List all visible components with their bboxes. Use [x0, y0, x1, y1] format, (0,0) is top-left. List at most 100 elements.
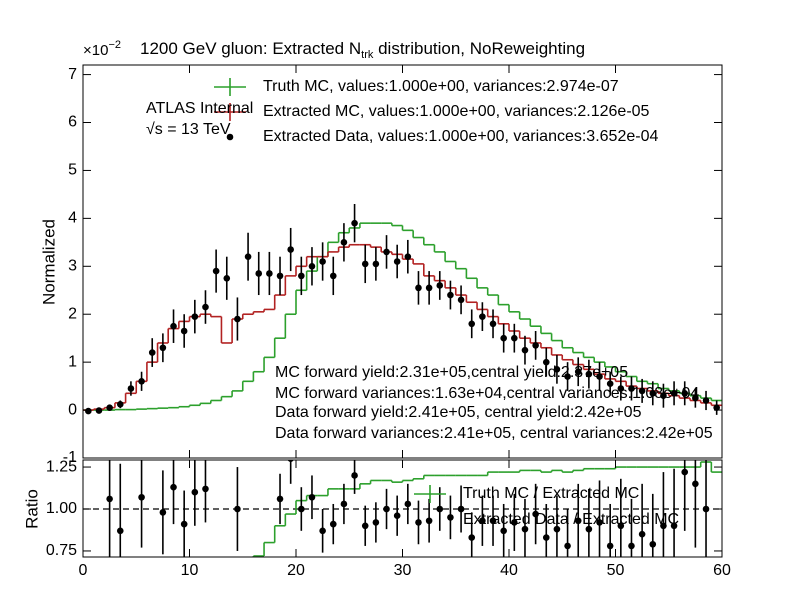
data-point	[479, 313, 486, 320]
annotation: ATLAS Internal	[146, 100, 253, 117]
data-point	[681, 468, 689, 476]
y-tick-label: 3	[68, 258, 77, 275]
data-point	[436, 505, 444, 513]
data-point	[457, 505, 465, 513]
data-point	[606, 542, 614, 550]
data-point	[276, 272, 284, 280]
data-point	[319, 258, 326, 265]
data-point	[340, 500, 348, 508]
y-tick-label: 1.25	[46, 458, 77, 475]
annotation: √s = 13 TeV	[146, 121, 231, 138]
data-point	[361, 260, 369, 268]
data-point	[670, 389, 678, 397]
data-point	[159, 509, 167, 516]
x-tick-label: 50	[607, 562, 625, 579]
annotation: Data forward variances:2.41e+05, central…	[275, 425, 713, 442]
data-point	[106, 495, 113, 503]
y-tick-label: 1.00	[46, 500, 77, 517]
data-point	[468, 534, 476, 541]
data-point	[393, 512, 401, 520]
data-point	[127, 385, 135, 392]
data-point	[521, 346, 529, 354]
data-point	[170, 322, 177, 330]
data-point	[574, 517, 582, 525]
data-point	[585, 370, 593, 378]
data-point	[532, 510, 539, 518]
data-point	[340, 239, 348, 246]
data-point	[553, 366, 561, 373]
legend-label: Extracted MC, values:1.000e+00, variance…	[263, 103, 650, 120]
x-tick-label: 10	[181, 562, 199, 579]
legend-label: Truth MC, values:1.000e+00, variances:2.…	[263, 78, 619, 95]
data-point	[585, 525, 593, 533]
data-point	[447, 514, 454, 521]
data-point	[212, 267, 220, 275]
data-point	[660, 522, 667, 530]
offset-base: ×10	[83, 42, 108, 59]
data-point	[649, 540, 657, 548]
annotation: Data forward yield:2.41e+05, central yie…	[275, 404, 642, 421]
data-point	[532, 342, 539, 349]
data-point	[287, 246, 294, 253]
data-point	[191, 313, 199, 320]
plot-area	[83, 203, 722, 415]
offset-exponent: −2	[108, 39, 121, 51]
legend-marker	[226, 133, 234, 141]
data-point	[457, 296, 465, 304]
data-point	[170, 483, 177, 491]
chart-title: 1200 GeV gluon: Extracted Ntrk distribut…	[140, 39, 585, 60]
data-point	[361, 522, 369, 530]
data-point	[702, 505, 710, 513]
data-point	[298, 272, 305, 280]
data-point	[638, 530, 646, 538]
data-point	[351, 472, 358, 479]
data-point	[383, 248, 390, 256]
data-point	[106, 404, 113, 411]
data-point	[329, 272, 337, 280]
data-point	[564, 542, 571, 550]
data-point	[404, 500, 412, 508]
data-point	[244, 253, 252, 261]
data-point	[436, 282, 444, 289]
data-point	[255, 270, 263, 277]
data-point	[159, 344, 167, 352]
data-point	[617, 385, 625, 392]
x-tick-label: 20	[287, 562, 305, 579]
data-point	[489, 517, 497, 525]
x-tick-label: 30	[394, 562, 412, 579]
annotation: MC forward variances:1.63e+04,central va…	[275, 385, 699, 402]
data-point	[276, 495, 284, 503]
offset-text: ×10−2	[83, 39, 121, 59]
data-point	[266, 270, 273, 277]
legend-label: Truth MC / Extracted MC	[463, 485, 639, 502]
data-point	[638, 387, 646, 395]
x-tick-label: 40	[500, 562, 518, 579]
data-point	[425, 284, 433, 292]
y-tick-label: -1	[63, 449, 77, 466]
data-point	[617, 522, 625, 530]
data-point	[351, 219, 358, 227]
data-point	[85, 407, 92, 415]
legend-label: Extracted Data / Extracted MC	[463, 511, 679, 528]
data-point	[670, 522, 678, 530]
data-point	[138, 493, 145, 501]
data-point	[372, 519, 380, 526]
data-point	[308, 262, 316, 270]
data-point	[692, 480, 699, 488]
data-point	[542, 358, 550, 366]
data-point	[319, 527, 326, 535]
data-point	[702, 397, 710, 404]
data-point	[606, 380, 614, 388]
data-point	[447, 291, 454, 299]
data-point	[383, 505, 390, 513]
data-point	[479, 517, 486, 525]
data-point	[574, 368, 582, 376]
data-point	[287, 460, 294, 462]
y-tick-label: 4	[68, 210, 77, 227]
data-point	[202, 485, 209, 493]
data-point	[191, 488, 199, 496]
data-point	[553, 525, 561, 533]
data-point	[202, 303, 209, 311]
data-point	[180, 520, 188, 528]
